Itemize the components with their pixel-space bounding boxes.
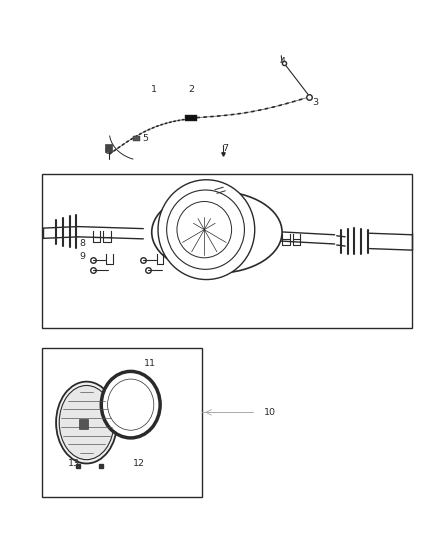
Text: 11: 11 [144,359,155,368]
Ellipse shape [152,191,282,273]
Text: 3: 3 [313,98,319,107]
Ellipse shape [166,190,244,269]
Text: 2: 2 [189,85,194,94]
Text: 5: 5 [142,134,148,143]
Bar [79,419,88,429]
Ellipse shape [56,382,117,464]
Text: 7: 7 [223,144,228,154]
Text: 6: 6 [105,147,110,156]
Text: 8: 8 [79,239,85,248]
Bar [42,349,202,497]
Ellipse shape [158,180,255,279]
Text: 12: 12 [133,459,145,468]
Text: 9: 9 [79,252,85,261]
Ellipse shape [108,379,154,430]
Ellipse shape [177,201,232,258]
Ellipse shape [59,385,114,459]
Bar [42,174,413,328]
Text: 10: 10 [264,408,276,417]
Bar [133,136,140,141]
Text: 4: 4 [279,58,285,66]
Text: 1: 1 [151,85,157,94]
Bar [106,144,112,152]
Text: 13: 13 [68,459,80,468]
Ellipse shape [101,372,160,438]
Bar [185,115,197,120]
